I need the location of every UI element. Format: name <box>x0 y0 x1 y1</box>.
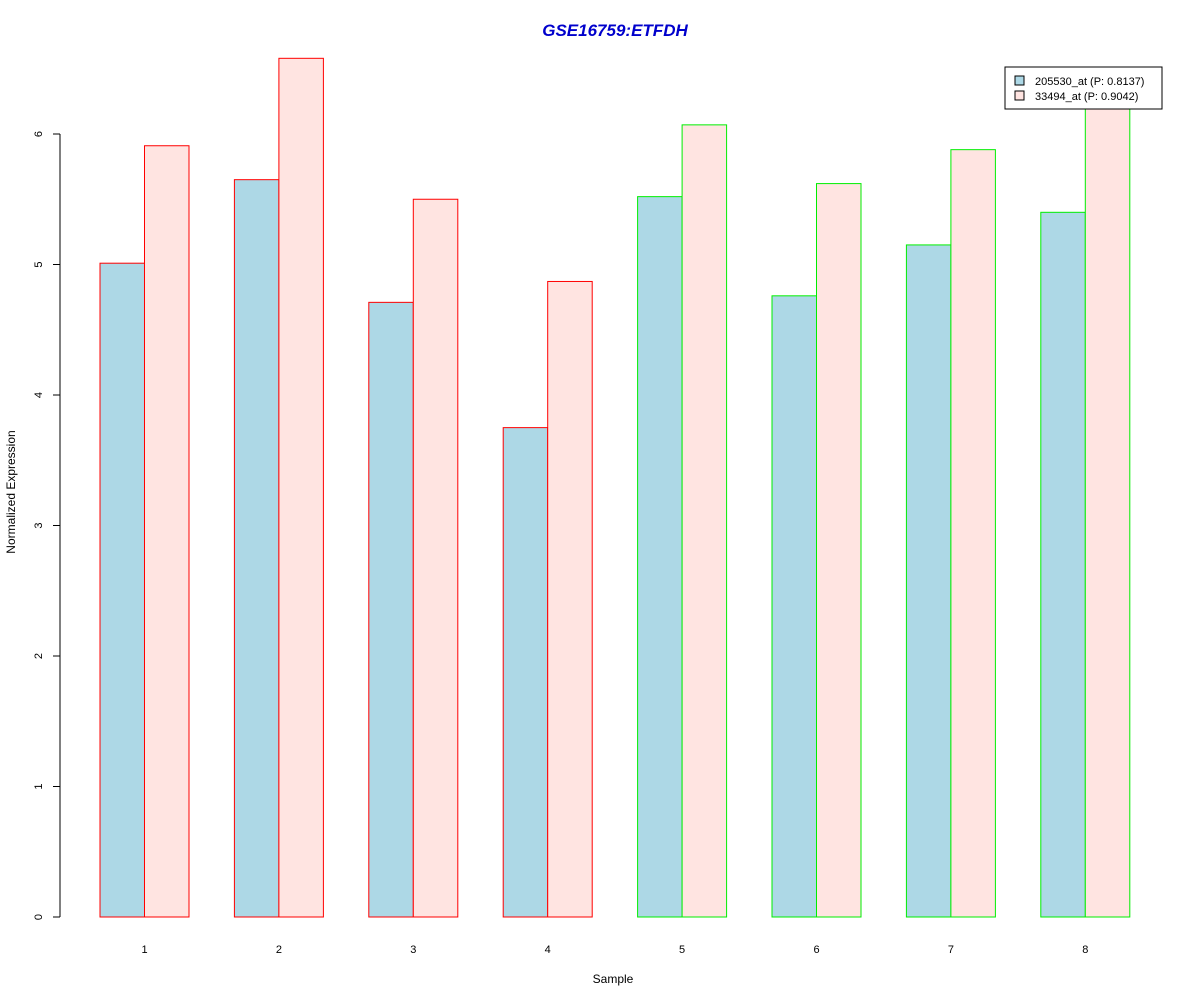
bar-1-series-2 <box>144 145 190 918</box>
legend-box <box>1004 66 1163 110</box>
bars <box>99 57 1131 918</box>
y-tick-label: 1 <box>33 783 45 789</box>
y-tick-label: 3 <box>33 522 45 528</box>
bar-7-series-2 <box>950 149 996 918</box>
y-axis: 0 1 2 3 4 5 6 <box>33 131 61 920</box>
x-tick-label: 7 <box>948 944 954 956</box>
y-tick-label: 2 <box>33 653 45 659</box>
y-tick-label: 5 <box>33 261 45 267</box>
bar-7-series-1 <box>905 244 952 918</box>
x-tick-label: 1 <box>141 944 147 956</box>
x-tick-label: 4 <box>545 944 551 956</box>
y-tick-label: 6 <box>33 131 45 137</box>
y-axis-label: Normalized Expression <box>4 430 18 553</box>
x-axis: 1 2 3 4 5 6 7 8 <box>141 944 1088 956</box>
x-tick-label: 3 <box>410 944 416 956</box>
bar-4-series-1 <box>502 427 549 918</box>
bar-8-series-1 <box>1040 211 1086 918</box>
legend-swatch <box>1014 75 1025 86</box>
legend-entry: 205530_at (P: 0.8137) <box>1035 76 1144 88</box>
bar-6-series-1 <box>771 295 817 918</box>
legend: 205530_at (P: 0.8137) 33494_at (P: 0.9042… <box>1004 66 1163 110</box>
bar-5-series-2 <box>681 124 728 918</box>
bar-2-series-2 <box>278 57 324 918</box>
bar-1-series-1 <box>99 262 145 918</box>
x-tick-label: 8 <box>1082 944 1088 956</box>
bar-8-series-2 <box>1084 98 1131 918</box>
bar-5-series-1 <box>637 196 683 918</box>
bar-3-series-2 <box>412 198 459 918</box>
bar-6-series-2 <box>816 183 862 918</box>
x-tick-label: 2 <box>276 944 282 956</box>
bar-4-series-2 <box>547 280 593 918</box>
y-tick-label: 0 <box>33 914 45 920</box>
legend-entry: 33494_at (P: 0.9042) <box>1035 91 1138 103</box>
x-axis-label: Sample <box>593 972 634 986</box>
legend-swatch <box>1014 90 1025 101</box>
x-tick-label: 6 <box>813 944 819 956</box>
bar-3-series-1 <box>368 301 414 918</box>
chart-title: GSE16759:ETFDH <box>542 21 688 40</box>
x-tick-label: 5 <box>679 944 685 956</box>
y-tick-label: 4 <box>33 392 45 398</box>
bar-2-series-1 <box>233 179 280 918</box>
